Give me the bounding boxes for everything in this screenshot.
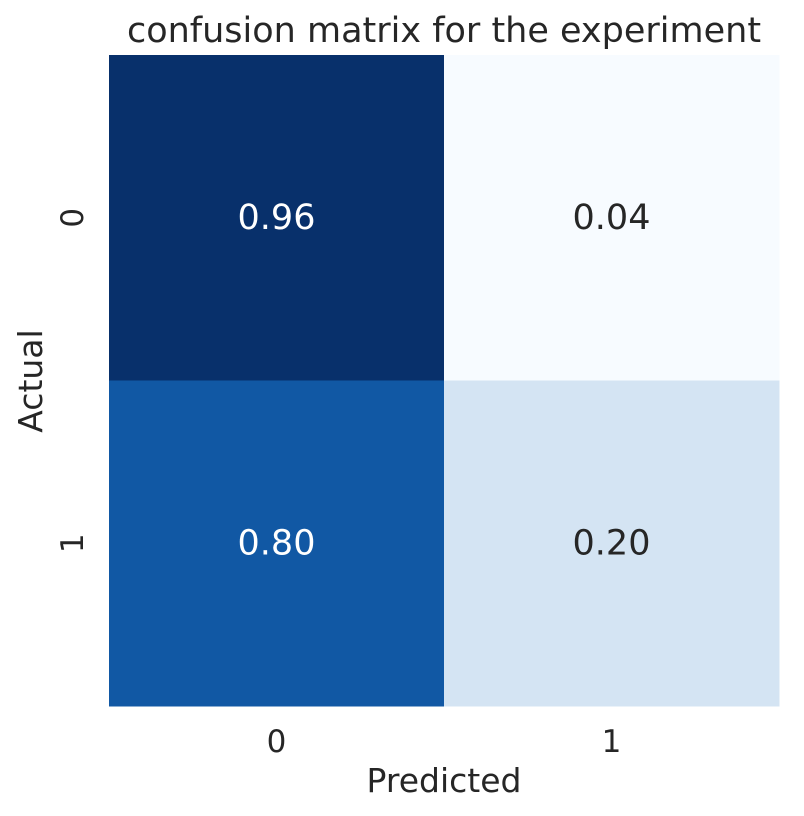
x-tick-label: 1 [602, 724, 622, 760]
cell-value-label: 0.80 [238, 523, 316, 563]
heatmap-cells: 0.96 0.04 0.80 0.20 [109, 55, 780, 707]
y-tick-labels: 01 [55, 208, 91, 553]
x-tick-label: 0 [267, 724, 287, 760]
cell-value-label: 0.20 [573, 523, 651, 563]
heatmap-cell-actual-1-predicted-1 [444, 380, 780, 707]
chart-title: confusion matrix for the experiment [127, 11, 761, 51]
cell-value-label: 0.04 [573, 198, 651, 238]
heatmap-cell-actual-0-predicted-0 [109, 55, 445, 381]
heatmap-cell-actual-1-predicted-0 [109, 380, 445, 707]
cell-value-label: 0.96 [238, 198, 316, 238]
x-axis-label: Predicted [367, 761, 522, 800]
heatmap-cell-actual-0-predicted-1 [444, 55, 780, 381]
y-tick-label: 1 [55, 533, 91, 553]
y-axis-label: Actual [11, 329, 50, 432]
y-tick-label: 0 [55, 208, 91, 228]
